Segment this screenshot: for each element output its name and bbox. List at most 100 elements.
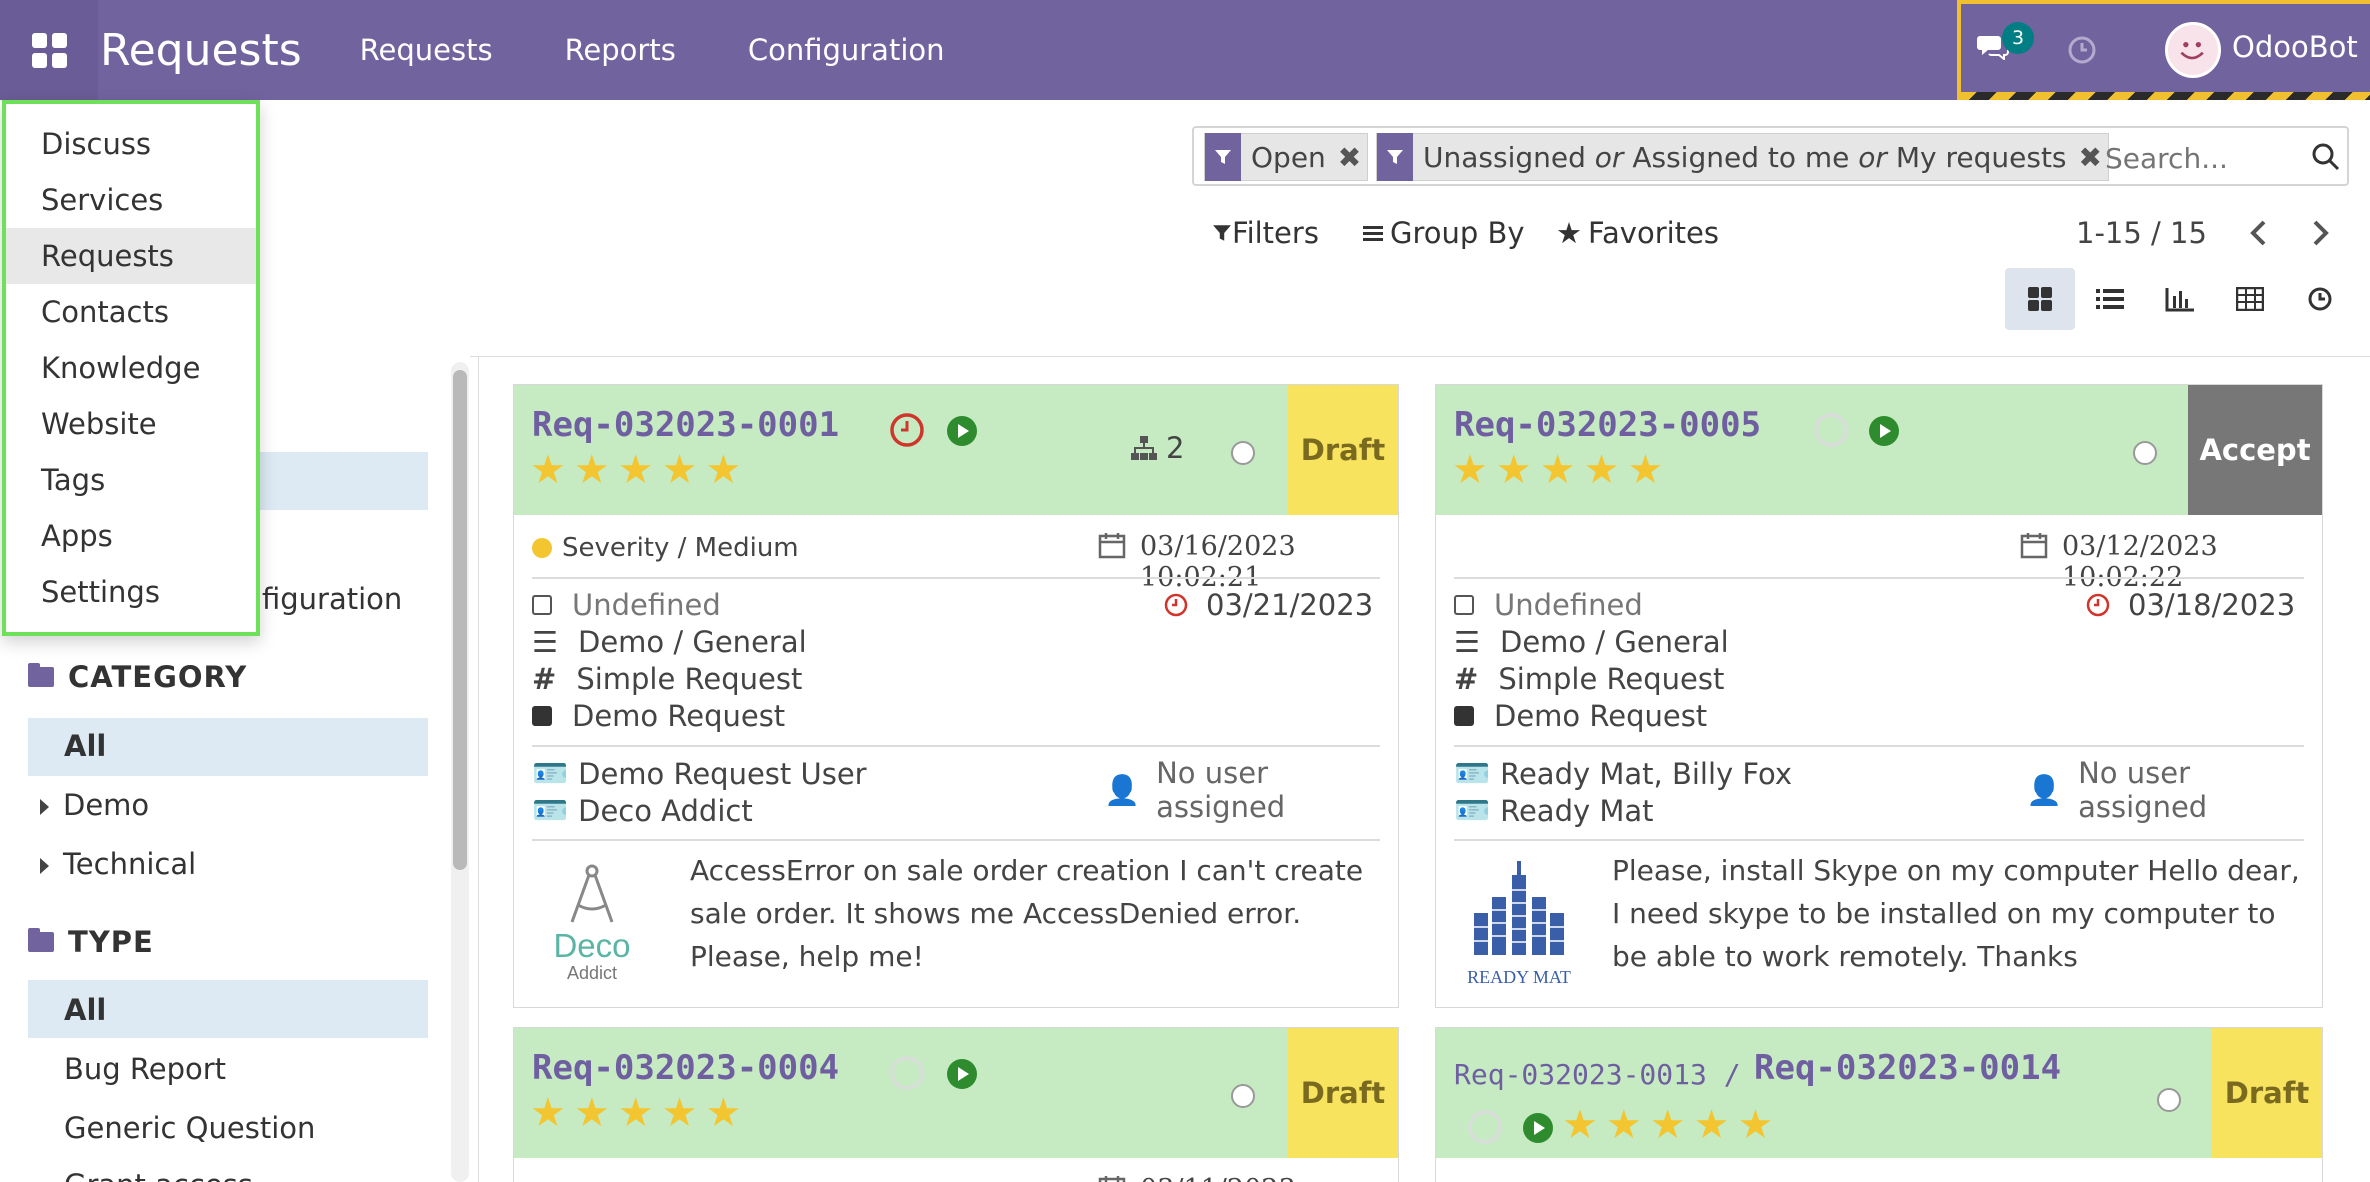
type-generic-question[interactable]: Generic Question xyxy=(64,1111,316,1145)
activity-clock-icon[interactable] xyxy=(2067,35,2097,65)
remove-facet-icon[interactable]: ✖ xyxy=(2078,140,2102,174)
priority-stars[interactable]: ★ ★ ★ ★ ★ xyxy=(1452,447,1663,493)
type-all-row[interactable] xyxy=(28,980,428,1038)
request-card[interactable]: Req-032023-0004 ★★★★★ Draft 03/11/2023 1… xyxy=(513,1027,1399,1182)
star-icon[interactable]: ★ xyxy=(1495,447,1532,493)
request-ref[interactable]: Req-032023-0001 xyxy=(532,405,840,445)
type-label: Simple Request xyxy=(576,662,803,696)
category-all[interactable]: All xyxy=(64,729,107,763)
kanban-state-dot[interactable] xyxy=(2133,441,2157,465)
category-label: Demo / General xyxy=(578,625,807,659)
nav-requests[interactable]: Requests xyxy=(359,33,493,67)
star-icon[interactable]: ★ xyxy=(1627,447,1664,493)
filters-button[interactable]: Filters xyxy=(1212,216,1319,250)
type-grant-access[interactable]: Grant access xyxy=(64,1168,253,1182)
remove-facet-icon[interactable]: ✖ xyxy=(1337,140,1362,174)
chevron-right-icon[interactable] xyxy=(2305,216,2335,250)
type-bug-report[interactable]: Bug Report xyxy=(64,1052,227,1086)
deadline-clock-icon[interactable] xyxy=(1812,411,1850,449)
menu-item-apps[interactable]: Apps xyxy=(41,519,113,553)
request-card[interactable]: Req-032023-0013 / Req-032023-0014 ★ ★ ★ ★ ★ … xyxy=(1435,1027,2323,1182)
user-name[interactable]: OdooBot xyxy=(2232,30,2358,64)
deadline-clock-icon[interactable] xyxy=(888,411,926,449)
play-icon[interactable] xyxy=(1522,1112,1554,1144)
request-ref[interactable]: Req-032023-0005 xyxy=(1454,405,1762,445)
star-icon[interactable]: ★ xyxy=(530,1090,566,1136)
deadline-clock-icon[interactable] xyxy=(1466,1108,1504,1146)
menu-item-tags[interactable]: Tags xyxy=(41,463,106,497)
app-brand[interactable]: Requests xyxy=(100,24,302,76)
request-ref[interactable]: Req-032023-0014 xyxy=(1754,1048,2062,1088)
debug-stripe xyxy=(1957,92,2370,100)
menu-item-settings[interactable]: Settings xyxy=(41,575,160,609)
menu-item-services[interactable]: Services xyxy=(41,183,164,217)
star-icon[interactable]: ★ xyxy=(661,1090,698,1136)
star-icon[interactable]: ★ xyxy=(705,1090,742,1136)
star-icon[interactable]: ★ xyxy=(1605,1102,1642,1148)
facet-assignment[interactable]: Unassigned or Assigned to me or My reque… xyxy=(1376,133,2109,181)
play-icon[interactable] xyxy=(946,1058,978,1090)
priority-stars[interactable]: ★ ★ ★ ★ ★ xyxy=(530,447,741,493)
menu-item-discuss[interactable]: Discuss xyxy=(41,127,152,161)
group-by-button[interactable]: Group By xyxy=(1362,216,1525,250)
request-card[interactable]: Req-032023-0001 ★ ★ ★ ★ ★ 2 Draft Severity /… xyxy=(513,384,1399,1008)
star-icon[interactable]: ★ xyxy=(1452,447,1488,493)
sidebar-item-configuration[interactable]: figuration xyxy=(262,582,403,616)
user-avatar[interactable] xyxy=(2165,22,2221,78)
menu-item-website[interactable]: Website xyxy=(41,407,157,441)
sidebar-scrollbar[interactable] xyxy=(451,362,469,1182)
kanban-state-dot[interactable] xyxy=(2157,1088,2181,1112)
category-demo[interactable]: Demo xyxy=(40,788,149,822)
subtask-count[interactable]: 2 xyxy=(1166,431,1185,465)
pager-value[interactable]: 1-15 / 15 xyxy=(2076,216,2207,250)
pivot-view-button[interactable] xyxy=(2215,268,2285,330)
grid-icon xyxy=(31,32,67,68)
graph-view-button[interactable] xyxy=(2145,268,2215,330)
star-icon[interactable]: ★ xyxy=(617,1090,654,1136)
star-icon[interactable]: ★ xyxy=(1737,1102,1774,1148)
search-icon[interactable] xyxy=(2311,142,2341,172)
parent-request-ref[interactable]: Req-032023-0013 / xyxy=(1454,1058,1741,1091)
chevron-left-icon[interactable] xyxy=(2244,216,2274,250)
priority-stars[interactable]: ★ ★ ★ ★ ★ xyxy=(1562,1102,1773,1148)
star-icon[interactable]: ★ xyxy=(1583,447,1620,493)
play-icon[interactable] xyxy=(946,415,978,447)
play-icon[interactable] xyxy=(1868,415,1900,447)
deco-addict-logo: Deco Addict xyxy=(553,864,631,983)
deadline-clock-icon[interactable] xyxy=(888,1054,926,1092)
star-icon[interactable]: ★ xyxy=(1649,1102,1686,1148)
star-icon[interactable]: ★ xyxy=(573,447,610,493)
star-icon[interactable]: ★ xyxy=(573,1090,610,1136)
star-icon[interactable]: ★ xyxy=(1539,447,1576,493)
app-dropdown-menu: Discuss Services Requests Contacts Knowl… xyxy=(2,100,260,636)
category-all-row[interactable] xyxy=(28,718,428,776)
favorites-button[interactable]: ★ Favorites xyxy=(1556,216,1719,250)
star-icon[interactable]: ★ xyxy=(617,447,654,493)
star-icon[interactable]: ★ xyxy=(705,447,742,493)
list-view-button[interactable] xyxy=(2075,268,2145,330)
activity-view-button[interactable] xyxy=(2285,268,2355,330)
priority-stars[interactable]: ★ ★ ★ ★ ★ xyxy=(530,1090,741,1136)
kanban-state-dot[interactable] xyxy=(1231,441,1255,465)
search-input[interactable] xyxy=(2105,138,2305,178)
star-icon[interactable]: ★ xyxy=(661,447,698,493)
nav-reports[interactable]: Reports xyxy=(564,33,676,67)
request-card[interactable]: Req-032023-0005 ★ ★ ★ ★ ★ Accept 03/12/2023 … xyxy=(1435,384,2323,1008)
scrollbar-thumb[interactable] xyxy=(453,370,467,870)
category-technical[interactable]: Technical xyxy=(40,847,196,881)
facet-open[interactable]: Open ✖ xyxy=(1204,133,1369,181)
kanban-view-button[interactable] xyxy=(2005,268,2075,330)
menu-item-knowledge[interactable]: Knowledge xyxy=(41,351,201,385)
kanban-state-dot[interactable] xyxy=(1231,1084,1255,1108)
menu-item-contacts[interactable]: Contacts xyxy=(41,295,169,329)
star-icon[interactable]: ★ xyxy=(1562,1102,1598,1148)
star-icon[interactable]: ★ xyxy=(530,447,566,493)
type-label: Simple Request xyxy=(1498,662,1725,696)
star-icon[interactable]: ★ xyxy=(1693,1102,1730,1148)
filter-icon xyxy=(1205,133,1241,181)
request-ref[interactable]: Req-032023-0004 xyxy=(532,1048,840,1088)
nav-configuration[interactable]: Configuration xyxy=(747,33,945,67)
app-menu-button[interactable] xyxy=(0,0,98,100)
menu-item-requests[interactable]: Requests xyxy=(6,228,256,284)
type-all[interactable]: All xyxy=(64,993,107,1027)
